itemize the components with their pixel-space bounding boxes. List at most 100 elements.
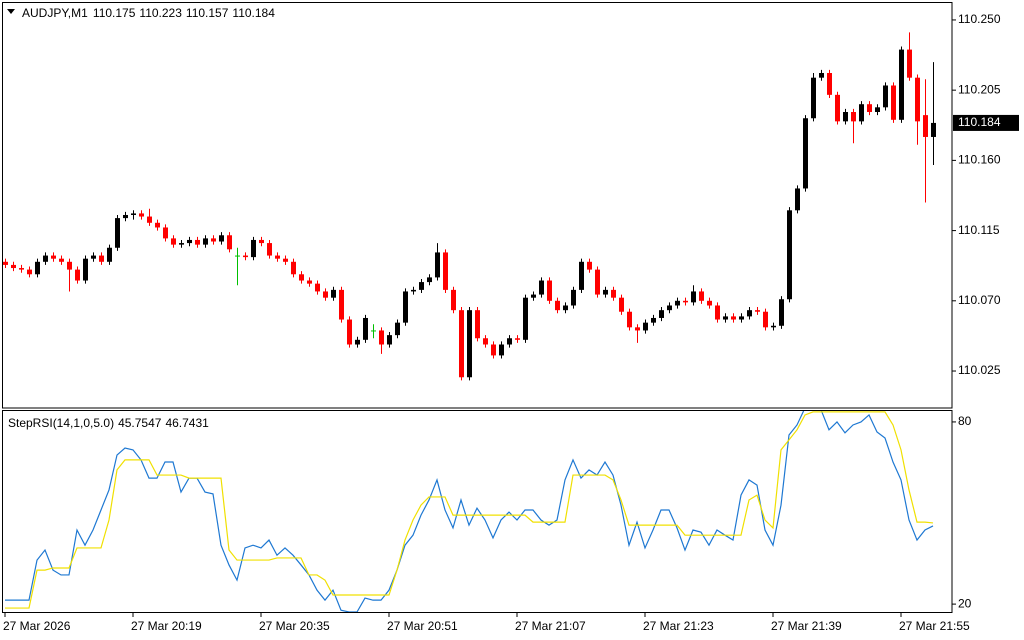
x-tick-label: 27 Mar 20:51 (387, 619, 458, 633)
candle-body (123, 214, 128, 219)
candle-body (139, 213, 144, 217)
candle-body (323, 291, 328, 298)
candle-body (235, 255, 240, 257)
candle-body (171, 238, 176, 245)
candle-body (387, 335, 392, 345)
candle-body (739, 316, 744, 320)
candle-body (587, 261, 592, 270)
candle-body (843, 112, 848, 122)
candle-body (795, 188, 800, 211)
candle-body (51, 255, 56, 259)
candle-body (483, 338, 488, 345)
candle-body (923, 115, 928, 137)
candle-body (403, 291, 408, 323)
x-tick-label: 27 Mar 21:07 (515, 619, 586, 633)
symbol: AUDJPY,M1 (22, 6, 88, 20)
candle-body (411, 289, 416, 292)
candle-body (531, 294, 536, 298)
price-panel (2, 2, 953, 409)
candle-body (419, 282, 424, 290)
candle-body (11, 264, 16, 269)
candle-body (219, 235, 224, 242)
candle-body (755, 310, 760, 312)
candle-body (459, 310, 464, 378)
candle-body (699, 291, 704, 301)
candle-body (731, 316, 736, 320)
candle-body (363, 317, 368, 340)
candle-body (723, 316, 728, 320)
x-tick-label: 27 Mar 20:19 (131, 619, 202, 633)
indicator-header: StepRSI(14,1,0,5.0) 45.7547 46.7431 (8, 416, 209, 430)
candle-body (27, 269, 32, 275)
last-price-label: 110.184 (958, 115, 1001, 129)
last-price-box (953, 114, 1019, 131)
low: 110.157 (186, 6, 229, 20)
candle-body (555, 300, 560, 311)
candle-body (771, 325, 776, 328)
candle-body (907, 49, 912, 78)
candle-body (707, 300, 712, 306)
y-tick-label: 110.160 (958, 153, 1001, 167)
x-tick-label: 27 Mar 20:35 (259, 619, 330, 633)
candle-body (867, 104, 872, 113)
candle-body (211, 238, 216, 242)
candle-body (251, 239, 256, 258)
y-tick-label: 110.070 (958, 293, 1001, 307)
high: 110.223 (139, 6, 182, 20)
candle-body (659, 310, 664, 318)
candle-body (59, 258, 64, 262)
price-header: AUDJPY,M1 110.175 110.223 110.157 110.184 (22, 6, 275, 20)
candle-body (643, 322, 648, 331)
candle-body (379, 330, 384, 345)
x-tick-label: 27 Mar 21:39 (771, 619, 842, 633)
candle-body (635, 327, 640, 331)
candle-body (811, 77, 816, 119)
candle-body (515, 338, 520, 340)
candle-body (307, 280, 312, 284)
candle-body (579, 261, 584, 290)
candle-body (523, 297, 528, 340)
candle-body (611, 289, 616, 298)
candle-body (763, 311, 768, 328)
candle-body (667, 305, 672, 311)
y-tick-label: 110.250 (958, 12, 1001, 26)
candle-body (491, 344, 496, 356)
indicator-lines (5, 411, 934, 612)
candle-body (355, 339, 360, 345)
candle-body (819, 72, 824, 78)
candle-body (443, 252, 448, 290)
y-tick-label: 110.115 (958, 223, 1000, 237)
candle-body (539, 280, 544, 295)
candle-body (3, 261, 8, 265)
dropdown-icon[interactable] (7, 9, 15, 14)
candle-body (291, 261, 296, 275)
candle-body (283, 258, 288, 262)
candle-body (827, 72, 832, 95)
candle-body (83, 258, 88, 281)
candle-body (651, 317, 656, 323)
candle-body (883, 85, 888, 108)
candle-body (891, 85, 896, 120)
candle-body (147, 216, 152, 223)
candle-body (187, 239, 192, 244)
candle-body (195, 239, 200, 245)
candle-body (339, 289, 344, 320)
candle-body (131, 213, 136, 215)
y-tick-label: 110.205 (958, 82, 1001, 96)
candle-body (835, 94, 840, 122)
x-tick-label: 27 Mar 21:55 (899, 619, 970, 633)
candle-body (779, 299, 784, 326)
candle-body (899, 49, 904, 120)
indicator-line (5, 411, 934, 612)
candle-body (563, 305, 568, 311)
candle-body (315, 283, 320, 292)
candle-body (803, 118, 808, 189)
candle-body (691, 291, 696, 303)
candle-body (915, 77, 920, 122)
candle-body (115, 218, 120, 248)
candle-body (747, 310, 752, 317)
candle-body (347, 319, 352, 345)
